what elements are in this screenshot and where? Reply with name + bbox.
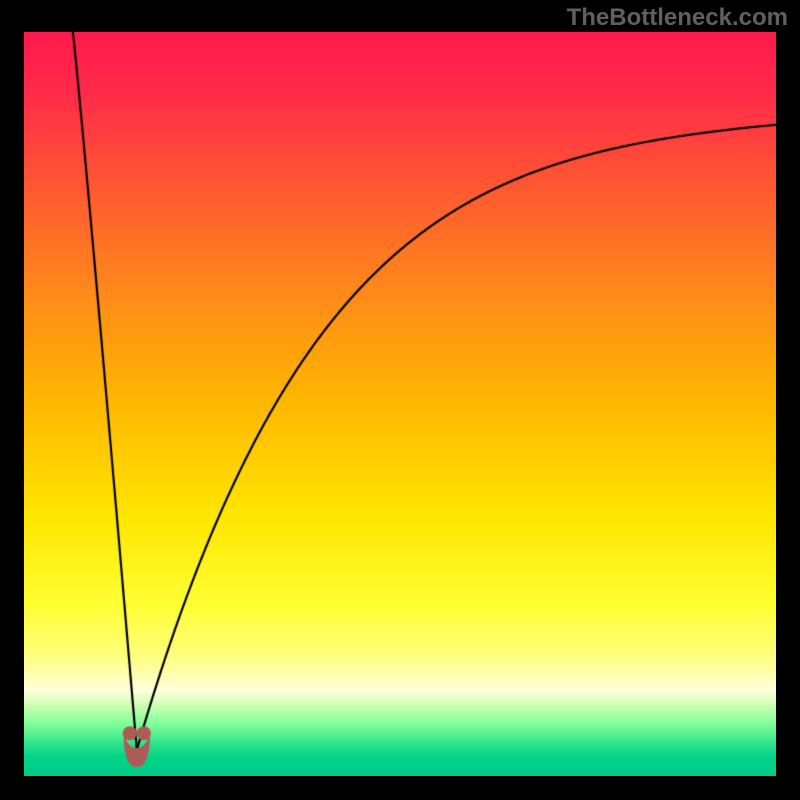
bottleneck-curve <box>24 32 776 776</box>
plot-area <box>24 32 776 776</box>
chart-container: TheBottleneck.com <box>0 0 800 800</box>
watermark-text: TheBottleneck.com <box>567 4 788 32</box>
